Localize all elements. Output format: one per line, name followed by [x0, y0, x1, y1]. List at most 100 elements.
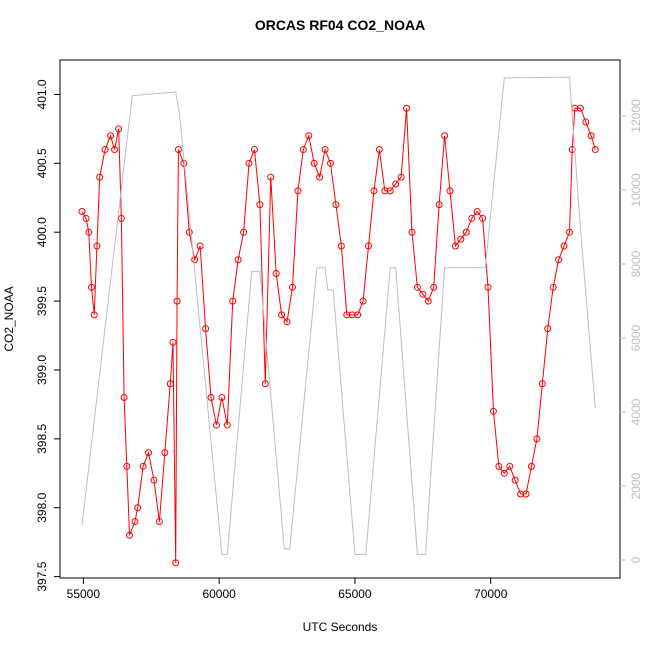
point [446, 187, 454, 195]
point [96, 173, 104, 181]
x-tick-label: 55000 [67, 587, 101, 601]
point [101, 146, 109, 154]
point [343, 311, 351, 319]
point [484, 283, 492, 291]
point [131, 518, 139, 526]
point [517, 490, 525, 498]
point [185, 228, 193, 236]
point [451, 242, 459, 250]
point [544, 325, 552, 333]
x-tick-label: 70000 [474, 587, 508, 601]
point [256, 201, 264, 209]
point [457, 235, 465, 243]
point [511, 476, 519, 484]
point [587, 132, 595, 140]
point [413, 283, 421, 291]
point [430, 283, 438, 291]
point [207, 394, 215, 402]
y-tick-label: 400.5 [35, 148, 49, 178]
point [473, 208, 481, 216]
point [533, 435, 541, 443]
point [359, 297, 367, 305]
point [240, 228, 248, 236]
point [155, 518, 163, 526]
y2-tick-label: 0 [629, 556, 643, 563]
point [462, 228, 470, 236]
point [316, 173, 324, 181]
point [173, 297, 181, 305]
point [82, 214, 90, 222]
y-axis-label: CO2_NOAA [2, 286, 16, 351]
chart-title: ORCAS RF04 CO2_NOAA [255, 17, 425, 33]
point [386, 187, 394, 195]
y2-tick-label: 6000 [629, 324, 643, 351]
point [161, 449, 169, 457]
y-tick-label: 398.5 [35, 424, 49, 454]
y2-tick-label: 4000 [629, 398, 643, 425]
point [107, 132, 115, 140]
point [381, 187, 389, 195]
point [196, 242, 204, 250]
point [299, 146, 307, 154]
point [326, 159, 334, 167]
x-tick-label: 60000 [202, 587, 236, 601]
point [375, 146, 383, 154]
point [495, 462, 503, 470]
point [234, 256, 242, 264]
point [397, 173, 405, 181]
point [441, 132, 449, 140]
point [549, 283, 557, 291]
point [88, 283, 96, 291]
point [321, 146, 329, 154]
point [392, 180, 400, 188]
point [166, 380, 174, 388]
y2-tick-label: 2000 [629, 472, 643, 499]
point [288, 283, 296, 291]
point [565, 228, 573, 236]
point [527, 462, 535, 470]
point [169, 338, 177, 346]
point [117, 214, 125, 222]
point [250, 146, 258, 154]
point [111, 146, 119, 154]
point [332, 201, 340, 209]
point [150, 476, 158, 484]
point [78, 208, 86, 216]
x-axis-label: UTC Seconds [303, 620, 378, 634]
point [115, 125, 123, 133]
y2-tick-label: 12000 [629, 99, 643, 133]
point [261, 380, 269, 388]
point [245, 159, 253, 167]
point [229, 297, 237, 305]
point [85, 228, 93, 236]
point [223, 421, 231, 429]
point [139, 462, 147, 470]
point [538, 380, 546, 388]
point [370, 187, 378, 195]
plot-frame [59, 59, 621, 579]
point [403, 104, 411, 112]
point [365, 242, 373, 250]
altitude-line [81, 76, 596, 555]
point [120, 394, 128, 402]
point [522, 490, 530, 498]
point [294, 187, 302, 195]
point [337, 242, 345, 250]
point [424, 297, 432, 305]
point [500, 469, 508, 477]
point [267, 173, 275, 181]
point [560, 242, 568, 250]
point [506, 462, 514, 470]
point [283, 318, 291, 326]
point [172, 559, 180, 567]
point [145, 449, 153, 457]
point [202, 325, 210, 333]
point [123, 462, 131, 470]
point [348, 311, 356, 319]
y-tick-label: 399.0 [35, 355, 49, 385]
point [468, 214, 476, 222]
x-tick-label: 65000 [338, 587, 372, 601]
point [408, 228, 416, 236]
point [126, 531, 134, 539]
point [278, 311, 286, 319]
